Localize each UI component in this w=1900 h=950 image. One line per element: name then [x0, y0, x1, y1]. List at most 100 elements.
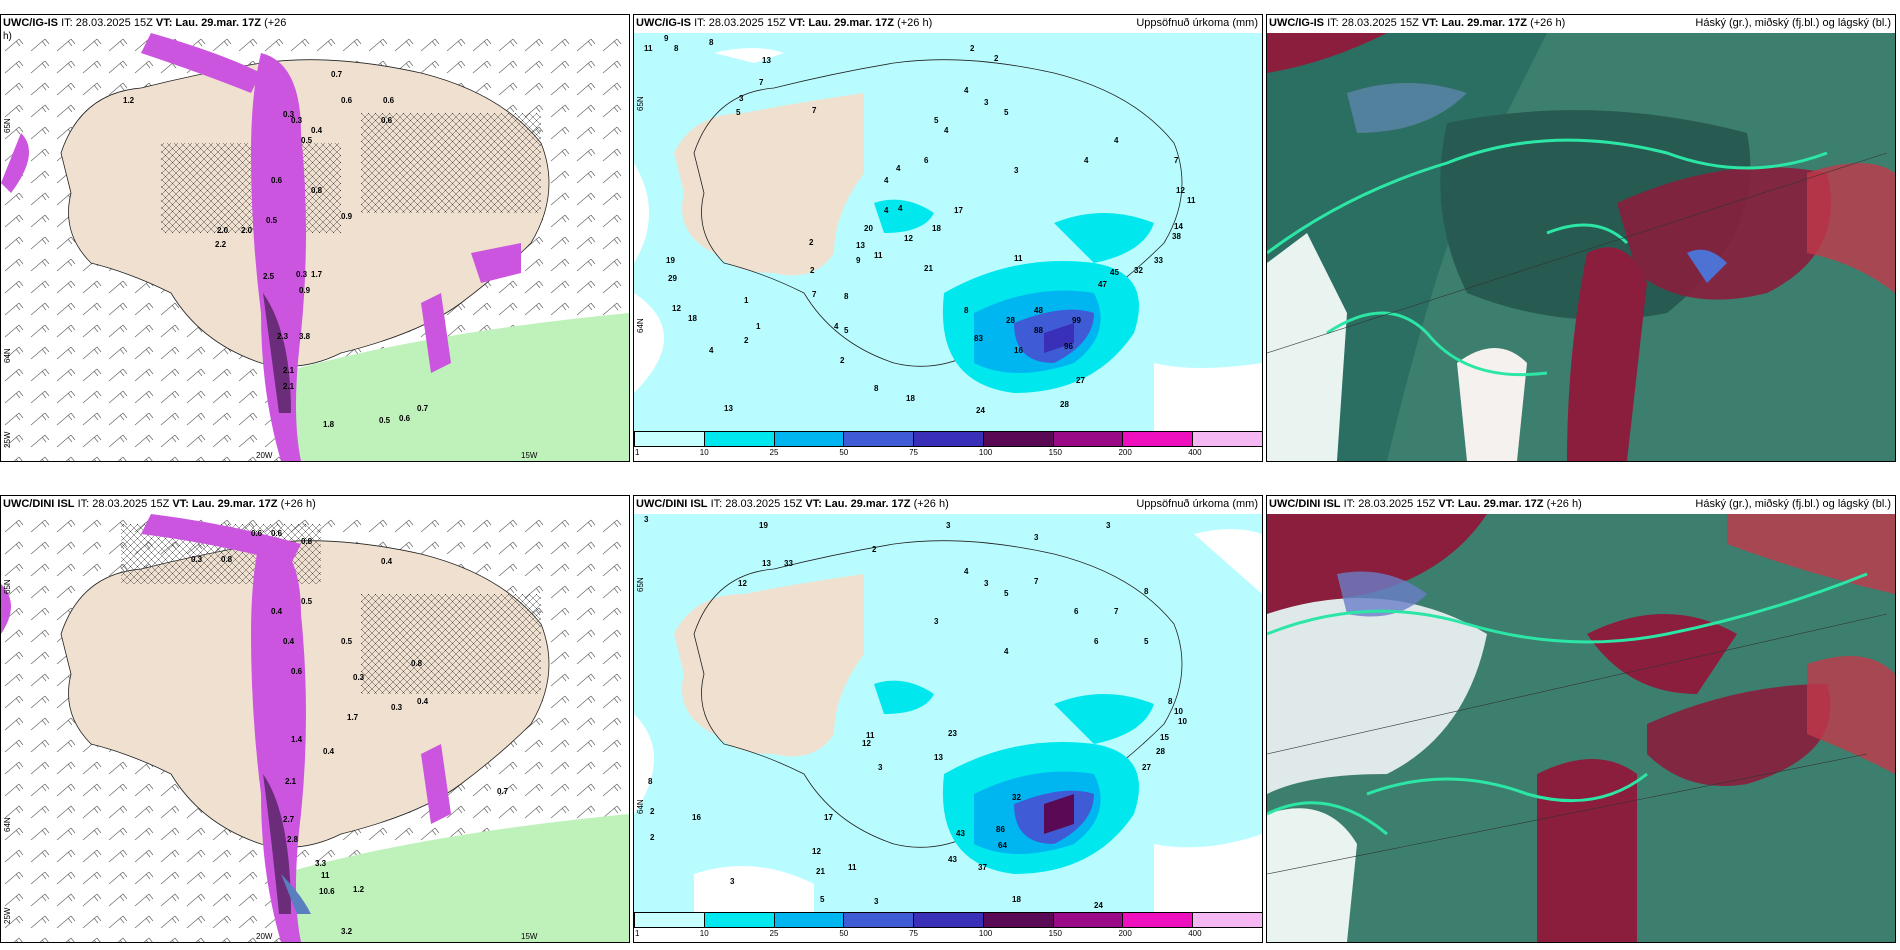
map-wind-precip: 0.8 0.6 0.6 0.3 0.8 0.4 0.5 0.4 0.6 0.4 …	[1, 514, 629, 942]
precip-label: 3	[934, 617, 939, 626]
colorbar-swatch	[982, 912, 1054, 928]
precip-label: 12	[862, 739, 871, 748]
precip-label: 2	[650, 833, 655, 842]
precip-label: 2.0	[241, 226, 253, 235]
precip-label: 0.6	[381, 116, 393, 125]
precip-label: 3	[878, 763, 883, 772]
colorbar-label: 10	[699, 448, 709, 457]
precip-label: 3	[1034, 533, 1039, 542]
precip-label: 0.4	[323, 747, 335, 756]
precip-label: 2.8	[287, 835, 299, 844]
precip-label: 4	[884, 176, 889, 185]
init-time: IT: 28.03.2025 15Z	[61, 17, 153, 29]
precip-label: 20	[864, 224, 873, 233]
colorbar-swatch	[1052, 912, 1124, 928]
precip-label: 88	[1034, 326, 1043, 335]
colorbar-swatch	[1052, 431, 1124, 447]
precip-label: 37	[978, 863, 987, 872]
precip-label: 15	[1160, 733, 1169, 742]
precip-label: 11	[644, 44, 653, 53]
lead-time: (+26 h)	[1546, 498, 1582, 510]
precip-label: 1	[756, 322, 761, 331]
precip-label: 13	[934, 753, 943, 762]
colorbar-label: 25	[769, 929, 779, 938]
lead-time: (+26 h)	[280, 498, 316, 510]
precip-label: 2.1	[285, 777, 297, 786]
precip-label: 18	[1012, 895, 1021, 904]
precip-label: 23	[948, 729, 957, 738]
precip-label: 11	[321, 871, 330, 880]
colorbar-swatch	[1192, 431, 1262, 447]
precip-label: 0.4	[417, 697, 429, 706]
colorbar-swatch	[1122, 431, 1194, 447]
precip-label: 0.6	[341, 96, 353, 105]
init-time: IT: 28.03.2025 15Z	[1327, 17, 1419, 29]
colorbar-label: 100	[978, 929, 993, 938]
precip-label: 12	[1176, 186, 1185, 195]
precip-label: 4	[964, 567, 969, 576]
lon-label: 20W	[256, 932, 273, 941]
panel-bottom-right: UWC/DINI ISL IT: 28.03.2025 15Z VT: Lau.…	[1266, 495, 1896, 943]
precip-label: 4	[884, 206, 889, 215]
precip-label: 3	[984, 98, 989, 107]
precip-label: 12	[904, 234, 913, 243]
precip-label: 0.8	[301, 537, 313, 546]
precip-label: 17	[824, 813, 833, 822]
panel-header: UWC/DINI ISL IT: 28.03.2025 15Z VT: Lau.…	[636, 498, 1258, 516]
colorbar-label: 50	[839, 448, 849, 457]
precip-label: 8	[844, 292, 849, 301]
precip-label: 27	[1076, 376, 1085, 385]
precip-label: 12	[672, 304, 681, 313]
colorbar-swatch	[913, 912, 984, 928]
precip-label: 13	[762, 56, 771, 65]
precip-label: 7	[1174, 156, 1179, 165]
precip-label: 8	[964, 306, 969, 315]
model-name: UWC/IG-IS	[3, 17, 58, 29]
precip-label: 2.2	[215, 240, 227, 249]
precip-label: 21	[816, 867, 825, 876]
precip-label: 0.4	[271, 607, 283, 616]
precip-label: 4	[709, 346, 714, 355]
precip-label: 24	[1094, 901, 1103, 910]
colorbar-swatch	[1122, 912, 1194, 928]
precip-label: 6	[1074, 607, 1079, 616]
init-time: IT: 28.03.2025 15Z	[77, 498, 170, 510]
colorbar-label: 10	[699, 929, 709, 938]
model-name: UWC/DINI ISL	[3, 498, 75, 510]
precip-label: 5	[844, 326, 849, 335]
precip-label: 5	[1144, 637, 1149, 646]
lat-label: 65N	[3, 118, 12, 133]
precip-label: 45	[1110, 268, 1119, 277]
precip-label: 6	[924, 156, 929, 165]
precip-label: 0.3	[353, 673, 365, 682]
colorbar-label: 150	[1048, 448, 1063, 457]
precip-label: 10	[1174, 707, 1183, 716]
colorbar-label: 25	[769, 448, 779, 457]
precip-label: 0.3	[191, 555, 203, 564]
precip-label: 28	[1156, 747, 1165, 756]
precip-label: 43	[948, 855, 957, 864]
precip-label: 2.0	[217, 226, 229, 235]
colorbar-label: 200	[1118, 448, 1132, 457]
precip-label: 5	[736, 108, 741, 117]
precip-label: 0.4	[311, 126, 323, 135]
precip-label: 1	[744, 296, 749, 305]
colorbar-swatch	[843, 912, 915, 928]
precip-label: 11	[1187, 196, 1196, 205]
precip-label: 3	[1014, 166, 1019, 175]
panel-header: UWC/DINI ISL IT: 28.03.2025 15Z VT: Lau.…	[3, 498, 625, 516]
precip-label: 2	[872, 545, 877, 554]
precip-label: 4	[964, 86, 969, 95]
precip-label: 38	[1172, 232, 1181, 241]
init-time: IT: 28.03.2025 15Z	[710, 498, 803, 510]
lat-label: 25W	[3, 431, 12, 448]
precip-label: 5	[934, 116, 939, 125]
precip-label: 18	[688, 314, 697, 323]
precip-label: 8	[874, 384, 879, 393]
precip-label: 7	[1034, 577, 1039, 586]
panel-bottom-left: UWC/DINI ISL IT: 28.03.2025 15Z VT: Lau.…	[0, 495, 630, 943]
valid-time: VT: Lau. 29.mar. 17Z	[805, 498, 911, 510]
precip-label: 2	[970, 44, 975, 53]
colorbar-swatch	[773, 912, 845, 928]
iceland-coast	[693, 59, 1183, 367]
